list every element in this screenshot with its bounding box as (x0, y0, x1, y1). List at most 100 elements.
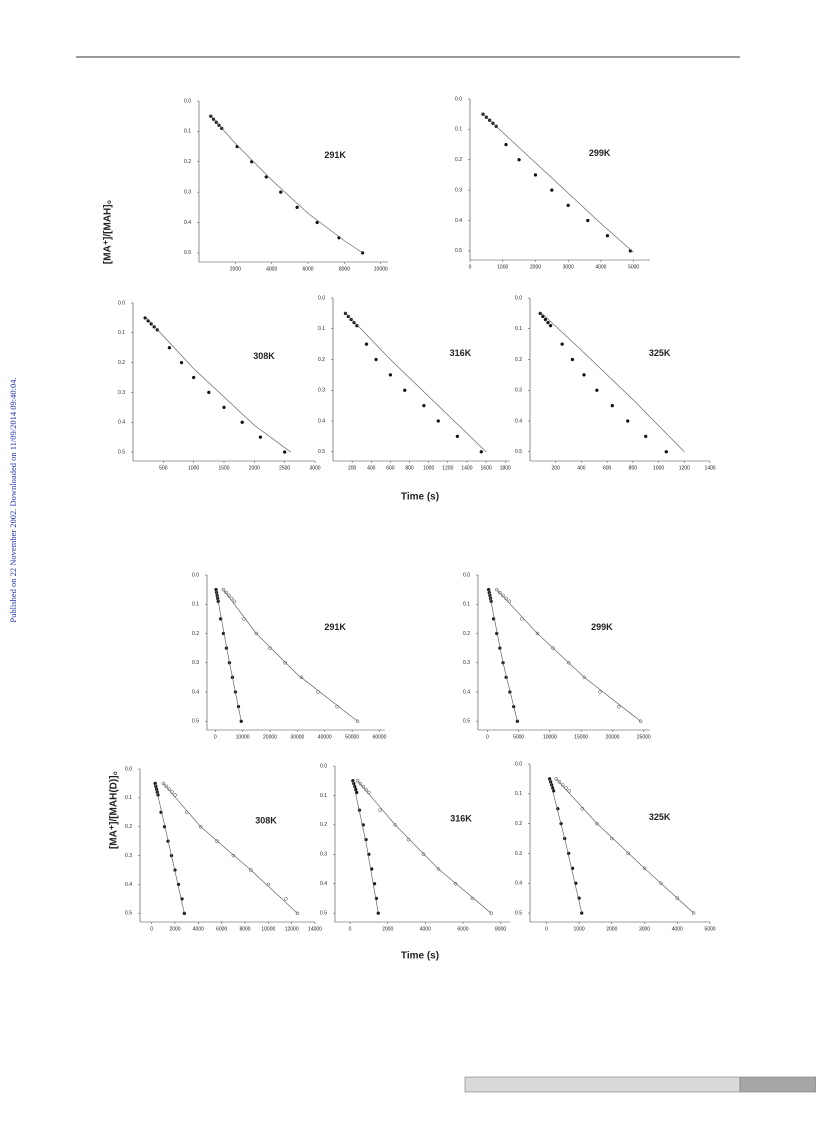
y-tick-label: 0.5 (184, 250, 191, 256)
open-point (378, 808, 382, 812)
x-tick-label: 600 (386, 465, 395, 471)
open-point (268, 646, 272, 650)
panel-label: 325K (649, 812, 671, 822)
panel-label: 316K (450, 813, 472, 823)
filled-point (626, 419, 630, 423)
y-tick-label: 0.2 (192, 631, 199, 637)
y-tick-label: 0.4 (515, 881, 522, 887)
filled-point (258, 435, 263, 439)
x-tick-label: 14000 (308, 926, 322, 932)
y-tick-label: 0.1 (463, 602, 470, 608)
fit-line (209, 114, 363, 254)
y-tick-label: 0.5 (463, 719, 470, 725)
x-tick-label: 1000 (653, 465, 664, 471)
x-tick-label: 60000 (373, 734, 387, 740)
filled-point (355, 323, 359, 328)
x-tick-label: 1500 (218, 465, 229, 471)
x-tick-label: 2000 (530, 264, 541, 270)
x-tick-label: 25000 (637, 734, 651, 740)
y-tick-label: 0.0 (455, 96, 462, 102)
x-tick-label: 6000 (216, 926, 227, 932)
y-tick-label: 0.2 (125, 824, 132, 830)
filled-point (315, 220, 319, 225)
x-tick-label: 1400 (461, 465, 472, 471)
filled-point (346, 314, 351, 319)
open-point (520, 617, 524, 621)
filled-point (543, 317, 548, 322)
filled-point (517, 158, 521, 162)
y-tick-label: 0.5 (515, 910, 522, 916)
filled-point (279, 190, 283, 194)
filled-point (566, 203, 570, 208)
y-tick-label: 0.3 (184, 189, 191, 195)
panel-label: 316K (450, 348, 472, 358)
x-tick-label: 6000 (302, 266, 313, 272)
fit-line (352, 780, 379, 914)
x-tick-label: 1000 (423, 465, 434, 471)
filled-point (282, 450, 287, 454)
x-tick-label: 3000 (639, 926, 650, 932)
open-point (283, 661, 287, 665)
x-tick-label: 0 (486, 734, 489, 740)
fit-line (481, 112, 634, 253)
y-tick-label: 0.3 (118, 390, 125, 396)
y-axis-label: [MA⁺]/[MAH(D)]₀ (109, 771, 120, 849)
x-tick-label: 2000 (382, 926, 393, 932)
y-tick-label: 0.2 (320, 822, 327, 828)
panel-label: 299K (589, 148, 611, 158)
open-point (617, 704, 621, 709)
filled-point (149, 322, 153, 326)
panel-label: 325K (649, 348, 671, 358)
x-tick-label: 400 (577, 465, 586, 471)
filled-point (349, 317, 353, 322)
x-axis-label: Time (s) (401, 951, 439, 962)
filled-point (570, 357, 575, 362)
y-tick-label: 0.5 (320, 910, 327, 916)
y-tick-label: 0.3 (463, 660, 470, 666)
footer-bar (464, 1076, 741, 1093)
filled-point (533, 173, 538, 177)
fit-line (540, 311, 685, 453)
filled-point (560, 342, 564, 346)
y-tick-label: 0.0 (125, 766, 132, 772)
x-tick-label: 10000 (374, 266, 388, 272)
y-tick-label: 0.5 (118, 449, 125, 455)
filled-point (455, 434, 460, 439)
filled-point (605, 233, 610, 238)
fit-line (154, 783, 185, 914)
filled-point (222, 405, 226, 410)
y-tick-label: 0.1 (192, 602, 199, 608)
open-point (567, 789, 571, 793)
x-tick-label: 0 (214, 734, 217, 740)
filled-point (664, 450, 668, 454)
x-tick-label: 40000 (318, 734, 332, 740)
x-tick-label: 4000 (193, 926, 204, 932)
y-tick-label: 0.1 (184, 129, 191, 135)
x-tick-label: 2500 (279, 465, 290, 471)
x-tick-label: 1000 (497, 264, 508, 270)
filled-point (240, 420, 244, 424)
y-tick-label: 0.1 (125, 795, 132, 801)
filled-point (548, 323, 553, 328)
filled-point (595, 388, 599, 392)
y-tick-label: 0.2 (515, 821, 522, 827)
y-tick-label: 0.2 (318, 357, 325, 363)
open-point (501, 593, 505, 598)
y-axis-label: [MA⁺]/[MAH]₀ (103, 200, 114, 264)
x-tick-label: 4000 (672, 926, 683, 932)
x-tick-label: 10000 (261, 926, 275, 932)
y-tick-label: 0.3 (125, 853, 132, 859)
y-tick-label: 0.1 (320, 793, 327, 799)
open-point (557, 780, 562, 784)
x-tick-label: 15000 (574, 734, 588, 740)
panel-label: 308K (255, 815, 277, 825)
y-tick-label: 0.4 (515, 418, 522, 424)
x-tick-label: 800 (405, 465, 414, 471)
y-tick-label: 0.5 (455, 248, 462, 254)
y-tick-label: 0.0 (318, 295, 325, 301)
x-tick-label: 50000 (345, 734, 359, 740)
y-tick-label: 0.4 (320, 881, 327, 887)
y-tick-label: 0.3 (192, 660, 199, 666)
x-tick-label: 10000 (543, 734, 557, 740)
filled-point (582, 373, 586, 377)
